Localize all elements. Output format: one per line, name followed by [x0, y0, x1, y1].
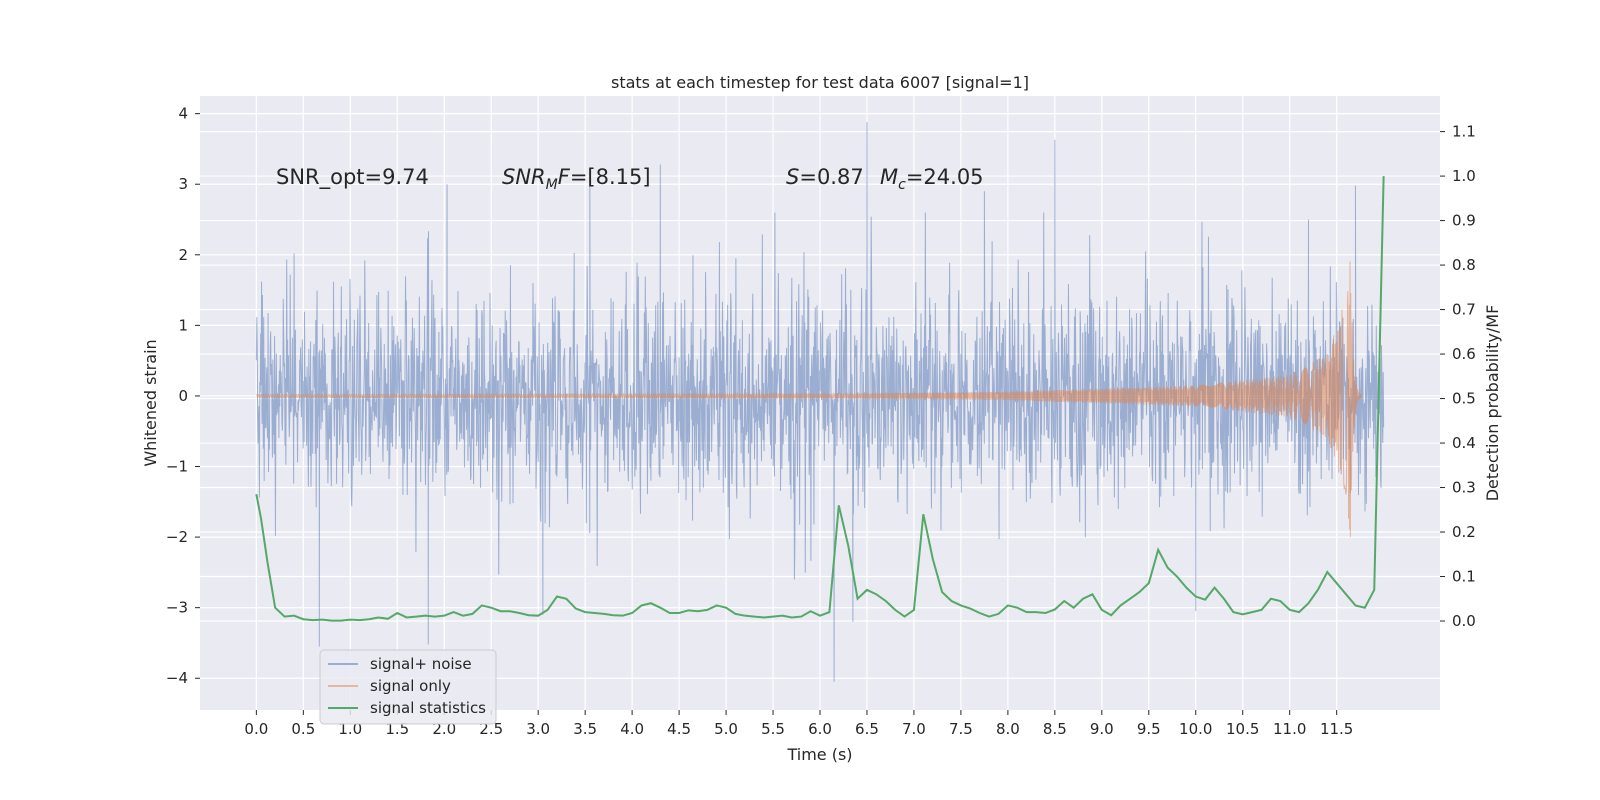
y-tick-label-right: 0.8: [1452, 256, 1476, 274]
y-tick-label-left: 2: [178, 246, 188, 264]
x-tick-label: 0.0: [244, 720, 268, 738]
y-tick-label-left: −1: [166, 458, 188, 476]
signal-series: [256, 261, 1363, 538]
tick-labels: 0.0 0.5 1.0 1.5 2.0 2.5 3.0 3.5 4.0 4.5 5.0 5.5 6.0 6…: [166, 105, 1476, 738]
legend-entry-noise: signal+ noise: [370, 655, 472, 673]
x-tick-label: 11.5: [1320, 720, 1353, 738]
x-tick-label: 7.5: [949, 720, 973, 738]
x-tick-label: 10.5: [1226, 720, 1259, 738]
y-tick-label-left: 3: [178, 175, 188, 193]
snr-mf-tail: F: [558, 165, 571, 189]
snr-mf-subscript: M: [546, 177, 558, 193]
y-tick-label-right: 0.4: [1452, 434, 1476, 452]
legend-entry-signal: signal only: [370, 677, 451, 695]
x-tick-label: 5.5: [761, 720, 785, 738]
y-tick-label-left: 4: [178, 105, 188, 123]
snr-mf-name: SNR: [502, 165, 546, 189]
y-axis-label-left: Whitened strain: [141, 339, 160, 466]
x-tick-label: 8.5: [1043, 720, 1067, 738]
y-tick-label-right: 0.7: [1452, 301, 1476, 319]
mc-value: =24.05: [906, 165, 984, 189]
s-value: =0.87: [799, 165, 863, 189]
x-tick-label: 0.5: [291, 720, 315, 738]
snr-mf-value: =[8.15]: [570, 165, 651, 189]
x-tick-label: 3.5: [573, 720, 597, 738]
annotation-snr-opt: SNR_opt=9.74: [276, 165, 429, 190]
x-tick-label: 7.0: [902, 720, 926, 738]
annotation-s: S=0.87: [786, 165, 864, 189]
y-tick-label-right: 0.9: [1452, 212, 1476, 230]
y-tick-label-right: 0.5: [1452, 390, 1476, 408]
y-tick-label-right: 0.2: [1452, 523, 1476, 541]
x-tick-label: 9.0: [1090, 720, 1114, 738]
y-tick-label-left: −3: [166, 599, 188, 617]
y-axis-label-right: Detection probability/MF: [1483, 305, 1502, 502]
x-tick-label: 10.0: [1179, 720, 1212, 738]
legend: signal+ noise signal only signal statist…: [319, 649, 497, 725]
y-tick-label-right: 1.1: [1452, 123, 1476, 141]
y-tick-label-right: 1.0: [1452, 167, 1476, 185]
y-tick-label-right: 0.6: [1452, 345, 1476, 363]
stats-line: [255, 176, 1385, 622]
noise-line: [255, 122, 1385, 682]
x-tick-label: 4.5: [667, 720, 691, 738]
y-tick-label-right: 0.1: [1452, 568, 1476, 586]
stats-series: [255, 176, 1385, 622]
chart-title: stats at each timestep for test data 600…: [611, 73, 1029, 92]
x-tick-label: 4.0: [620, 720, 644, 738]
x-tick-label: 6.5: [855, 720, 879, 738]
x-tick-label: 6.0: [808, 720, 832, 738]
legend-box: [319, 649, 497, 725]
x-tick-label: 11.0: [1273, 720, 1306, 738]
x-tick-label: 9.5: [1137, 720, 1161, 738]
annotation-mc: Mc=24.05: [880, 165, 984, 193]
y-tick-label-right: 0.0: [1452, 612, 1476, 630]
s-name: S: [786, 165, 799, 189]
mc-subscript: c: [898, 177, 906, 193]
y-tick-label-left: −4: [166, 669, 188, 687]
x-tick-label: 5.0: [714, 720, 738, 738]
noise-series: [255, 122, 1385, 682]
y-tick-label-left: −2: [166, 528, 188, 546]
signal-line: [256, 261, 1363, 538]
mc-name: M: [880, 165, 898, 189]
x-tick-label: 8.0: [996, 720, 1020, 738]
legend-entry-stats: signal statistics: [370, 699, 486, 717]
y-tick-label-left: 1: [178, 316, 188, 334]
y-tick-label-left: 0: [178, 387, 188, 405]
annotation-snr-mf: SNRMF=[8.15]: [502, 165, 651, 193]
x-axis-label: Time (s): [786, 745, 852, 764]
x-tick-label: 3.0: [526, 720, 550, 738]
y-tick-label-right: 0.3: [1452, 479, 1476, 497]
